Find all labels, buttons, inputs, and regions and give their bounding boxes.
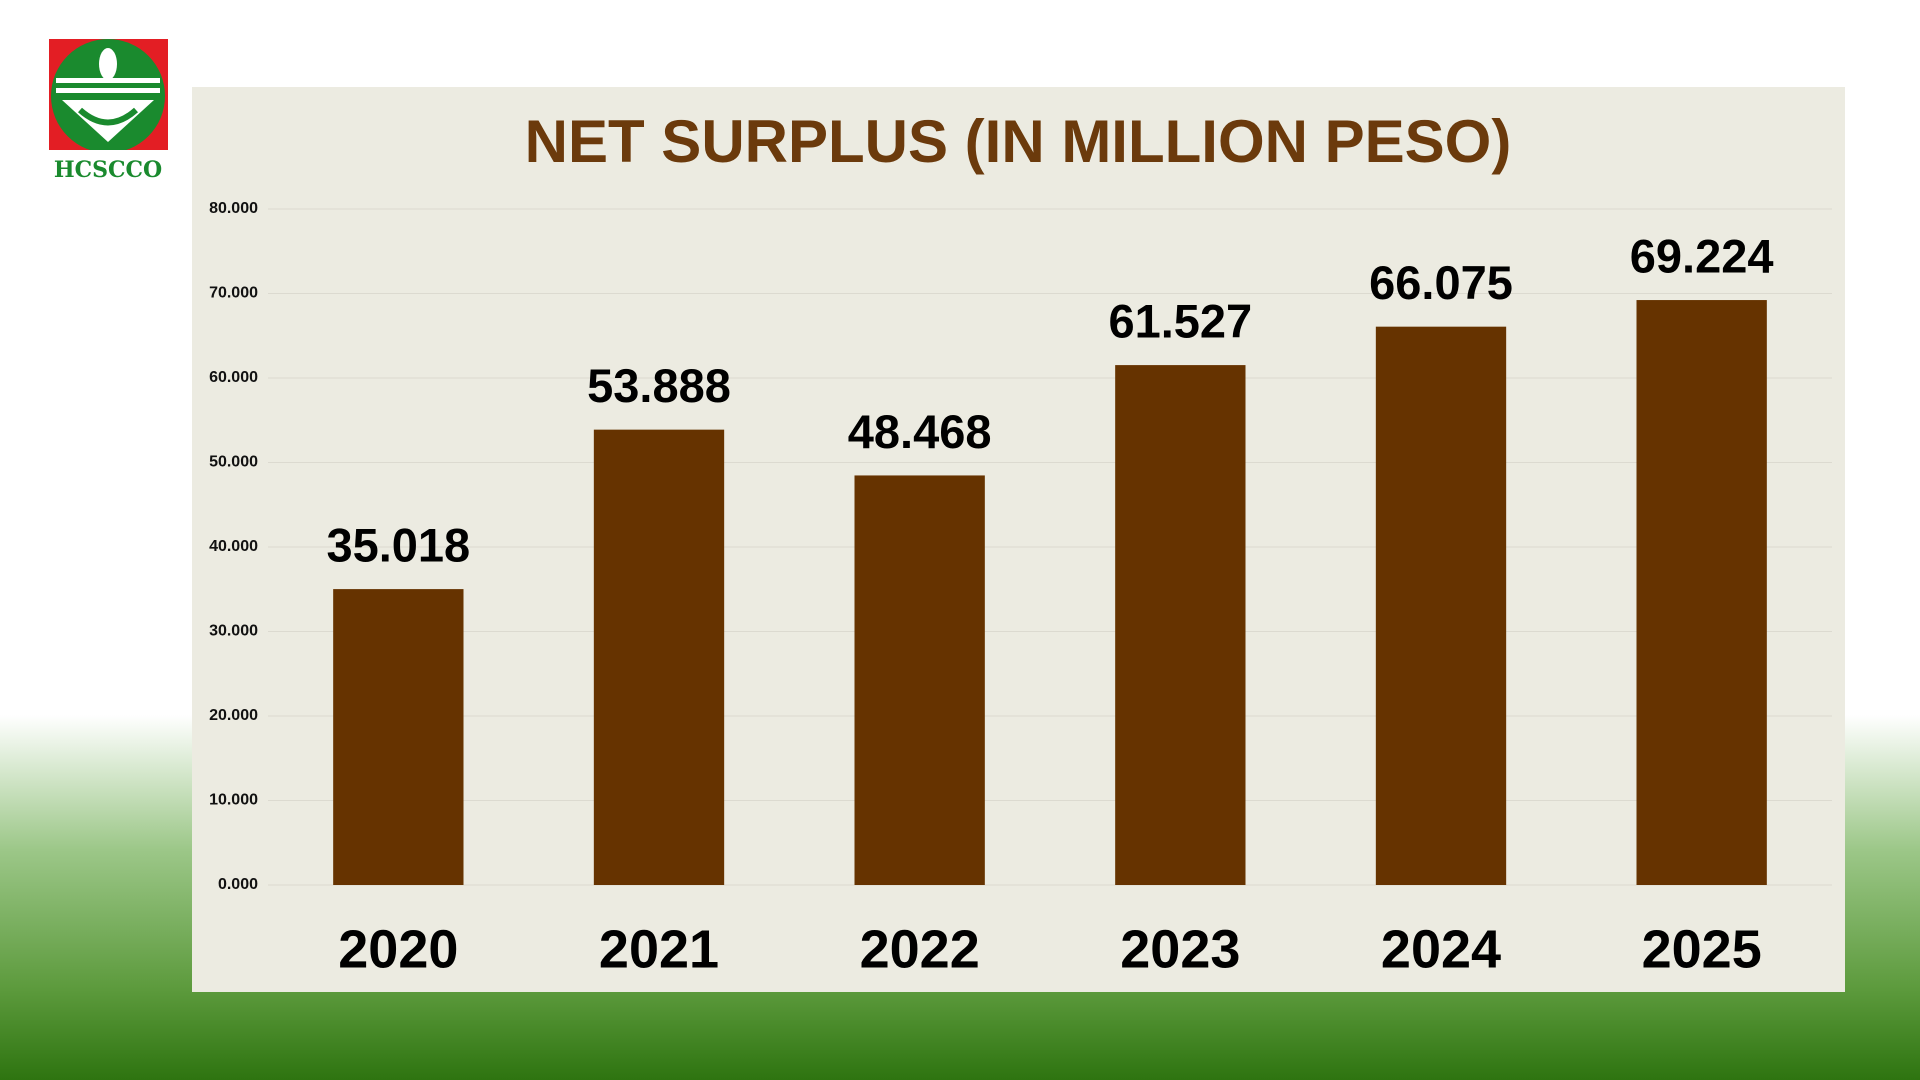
- bar: [593, 429, 725, 885]
- y-tick-label: 60.000: [209, 369, 258, 386]
- x-tick-label: 2021: [599, 919, 719, 979]
- value-label: 61.527: [1108, 295, 1252, 348]
- logo: HCSCCO: [49, 39, 168, 183]
- x-tick-label: 2023: [1120, 919, 1240, 979]
- value-label: 69.224: [1630, 229, 1774, 282]
- logo-circle: [51, 39, 165, 153]
- y-tick-label: 10.000: [209, 792, 258, 809]
- x-tick-label: 2024: [1381, 919, 1501, 979]
- logo-text: HCSCCO: [54, 157, 162, 183]
- bar: [854, 475, 985, 885]
- logo-hands: [78, 107, 138, 126]
- chart-title: NET SURPLUS (IN MILLION PESO): [525, 108, 1512, 175]
- bar: [333, 589, 464, 885]
- value-label: 66.075: [1369, 256, 1513, 309]
- y-tick-label: 70.000: [209, 285, 258, 302]
- value-label: 48.468: [848, 405, 992, 458]
- y-tick-label: 20.000: [209, 707, 258, 724]
- y-tick-label: 40.000: [209, 538, 258, 555]
- logo-flame: [99, 48, 117, 80]
- logo-stripe: [56, 88, 160, 93]
- y-tick-label: 80.000: [209, 200, 258, 217]
- chart-panel: [192, 87, 1845, 992]
- value-label: 53.888: [587, 359, 731, 412]
- logo-footer: [49, 150, 168, 182]
- bar: [1375, 326, 1507, 885]
- x-tick-label: 2020: [338, 919, 458, 979]
- value-label: 35.018: [326, 519, 470, 572]
- y-tick-label: 30.000: [209, 623, 258, 640]
- y-tick-label: 0.000: [218, 876, 258, 893]
- logo-stripe: [56, 78, 160, 83]
- bar: [1636, 300, 1767, 885]
- bar: [1115, 365, 1246, 885]
- x-tick-label: 2022: [860, 919, 980, 979]
- y-tick-label: 50.000: [209, 454, 258, 471]
- x-tick-label: 2025: [1642, 919, 1762, 979]
